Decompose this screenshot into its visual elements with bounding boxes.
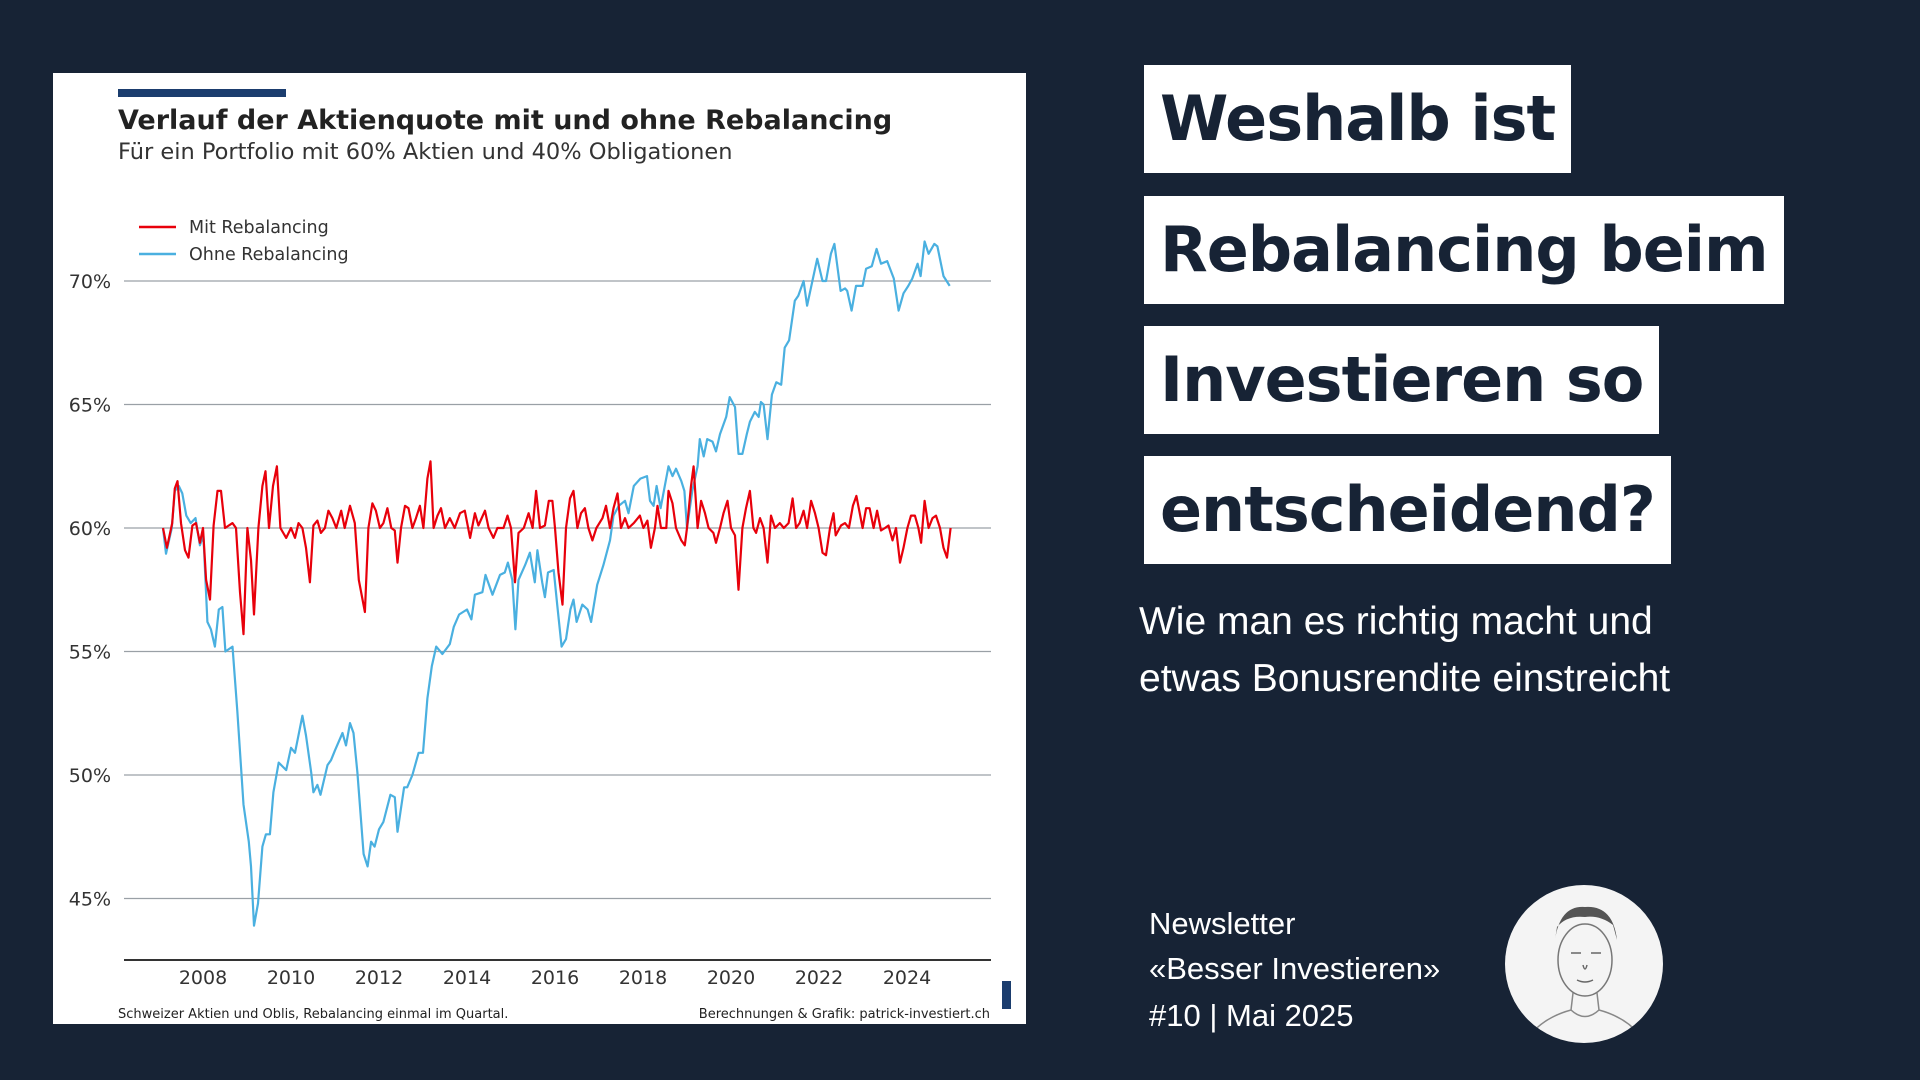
y-tick-label: 70% [69, 271, 111, 293]
footer-note: Schweizer Aktien und Oblis, Rebalancing … [118, 1007, 508, 1022]
headline-line-4: entscheidend? [1144, 456, 1671, 564]
headline-line-2: Rebalancing beim [1144, 196, 1784, 304]
x-tick-label: 2024 [883, 967, 931, 989]
x-tick-label: 2018 [619, 967, 667, 989]
series-line-ohne-rebalancing [161, 240, 951, 927]
author-portrait-icon [1529, 906, 1641, 1036]
y-tick-label: 50% [69, 765, 111, 787]
headline-line-3: Investieren so [1144, 326, 1660, 434]
y-tick-label: 65% [69, 395, 111, 417]
line-chart: Verlauf der Aktienquote mit und ohne Reb… [69, 89, 1011, 1022]
chart-title: Verlauf der Aktienquote mit und ohne Reb… [118, 105, 892, 136]
newsletter-issue: #10 | Mai 2025 [1149, 998, 1354, 1033]
headline-line-1: Weshalb ist [1144, 65, 1572, 173]
chart-panel: Verlauf der Aktienquote mit und ohne Reb… [53, 73, 1026, 1024]
newsletter-name: «Besser Investieren» [1149, 951, 1441, 986]
chart-subtitle: Für ein Portfolio mit 60% Aktien und 40%… [118, 139, 733, 165]
newsletter-label: Newsletter [1149, 906, 1296, 941]
x-tick-label: 2016 [531, 967, 579, 989]
x-tick-label: 2010 [267, 967, 315, 989]
series-line-mit-rebalancing [161, 460, 952, 636]
x-tick-label: 2022 [795, 967, 843, 989]
x-tick-label: 2020 [707, 967, 755, 989]
y-tick-label: 60% [69, 518, 111, 540]
legend-label-mit: Mit Rebalancing [189, 218, 329, 238]
title-accent-bar [118, 89, 286, 97]
subtitle-line-2: etwas Bonusrendite einstreicht [1139, 657, 1671, 700]
footer-accent-bar [1002, 981, 1011, 1009]
x-tick-label: 2008 [179, 967, 227, 989]
legend-label-ohne: Ohne Rebalancing [189, 245, 349, 265]
footer-credit: Berechnungen & Grafik: patrick-investier… [699, 1007, 990, 1022]
y-tick-label: 45% [69, 889, 111, 911]
x-tick-label: 2014 [443, 967, 491, 989]
y-tick-label: 55% [69, 642, 111, 664]
subtitle-line-1: Wie man es richtig macht und [1139, 600, 1653, 643]
x-tick-label: 2012 [355, 967, 403, 989]
author-avatar [1505, 885, 1663, 1043]
